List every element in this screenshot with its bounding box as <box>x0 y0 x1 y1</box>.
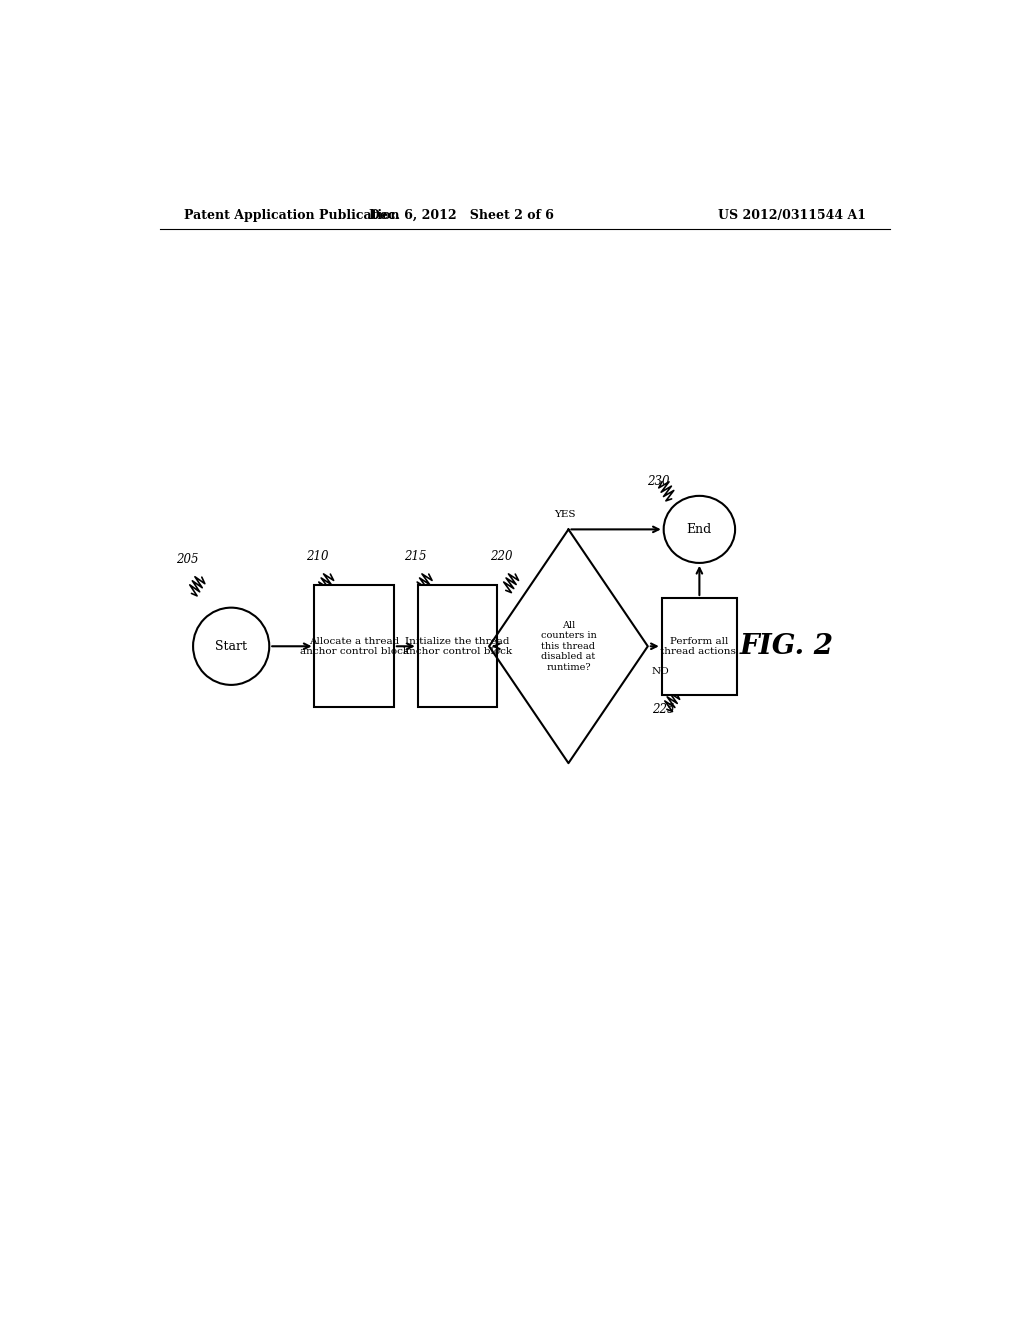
Text: US 2012/0311544 A1: US 2012/0311544 A1 <box>718 209 866 222</box>
Text: End: End <box>687 523 712 536</box>
Ellipse shape <box>664 496 735 562</box>
Bar <box>418 585 497 708</box>
Bar <box>662 598 737 694</box>
Text: YES: YES <box>554 511 575 519</box>
Text: Start: Start <box>215 640 247 653</box>
Text: 220: 220 <box>490 550 513 564</box>
Text: Patent Application Publication: Patent Application Publication <box>183 209 399 222</box>
Text: FIG. 2: FIG. 2 <box>739 632 834 660</box>
Text: 230: 230 <box>647 475 670 488</box>
Text: 210: 210 <box>305 550 328 564</box>
Text: Perform all
thread actions.: Perform all thread actions. <box>659 636 739 656</box>
Text: 225: 225 <box>651 702 674 715</box>
Text: Dec. 6, 2012   Sheet 2 of 6: Dec. 6, 2012 Sheet 2 of 6 <box>369 209 554 222</box>
Ellipse shape <box>194 607 269 685</box>
Text: 215: 215 <box>404 550 427 564</box>
Polygon shape <box>489 529 648 763</box>
Text: 205: 205 <box>176 553 199 566</box>
Text: Allocate a thread
anchor control block: Allocate a thread anchor control block <box>300 636 409 656</box>
Bar <box>314 585 394 708</box>
Text: All
counters in
this thread
disabled at
runtime?: All counters in this thread disabled at … <box>541 620 596 672</box>
Text: NO: NO <box>652 667 670 676</box>
Text: Initialize the thread
anchor control block: Initialize the thread anchor control blo… <box>402 636 512 656</box>
